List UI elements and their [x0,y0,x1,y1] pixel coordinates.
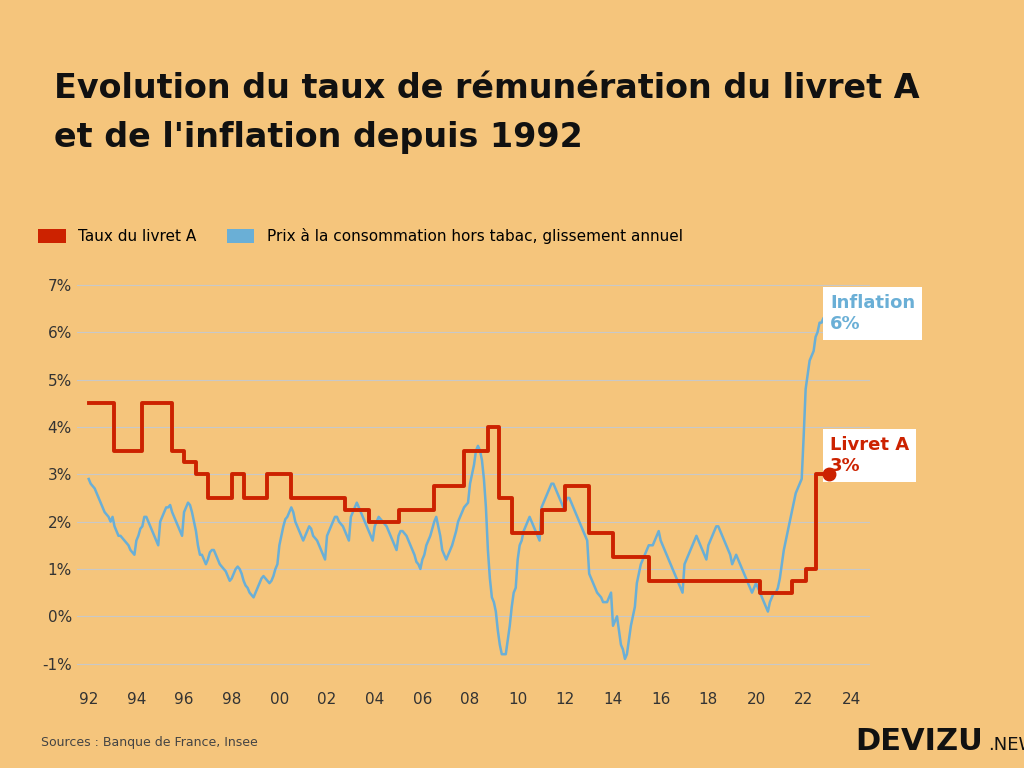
Text: Evolution du taux de rémunération du livret A
et de l'inflation depuis 1992: Evolution du taux de rémunération du liv… [54,72,920,154]
Text: DEVIZU: DEVIZU [855,727,983,756]
Text: .NEWS: .NEWS [988,737,1024,754]
Legend: Taux du livret A, Prix à la consommation hors tabac, glissement annuel: Taux du livret A, Prix à la consommation… [38,228,683,244]
Text: Livret A
3%: Livret A 3% [829,436,909,475]
Text: Inflation
6%: Inflation 6% [829,294,915,333]
Text: Sources : Banque de France, Insee: Sources : Banque de France, Insee [41,736,258,749]
